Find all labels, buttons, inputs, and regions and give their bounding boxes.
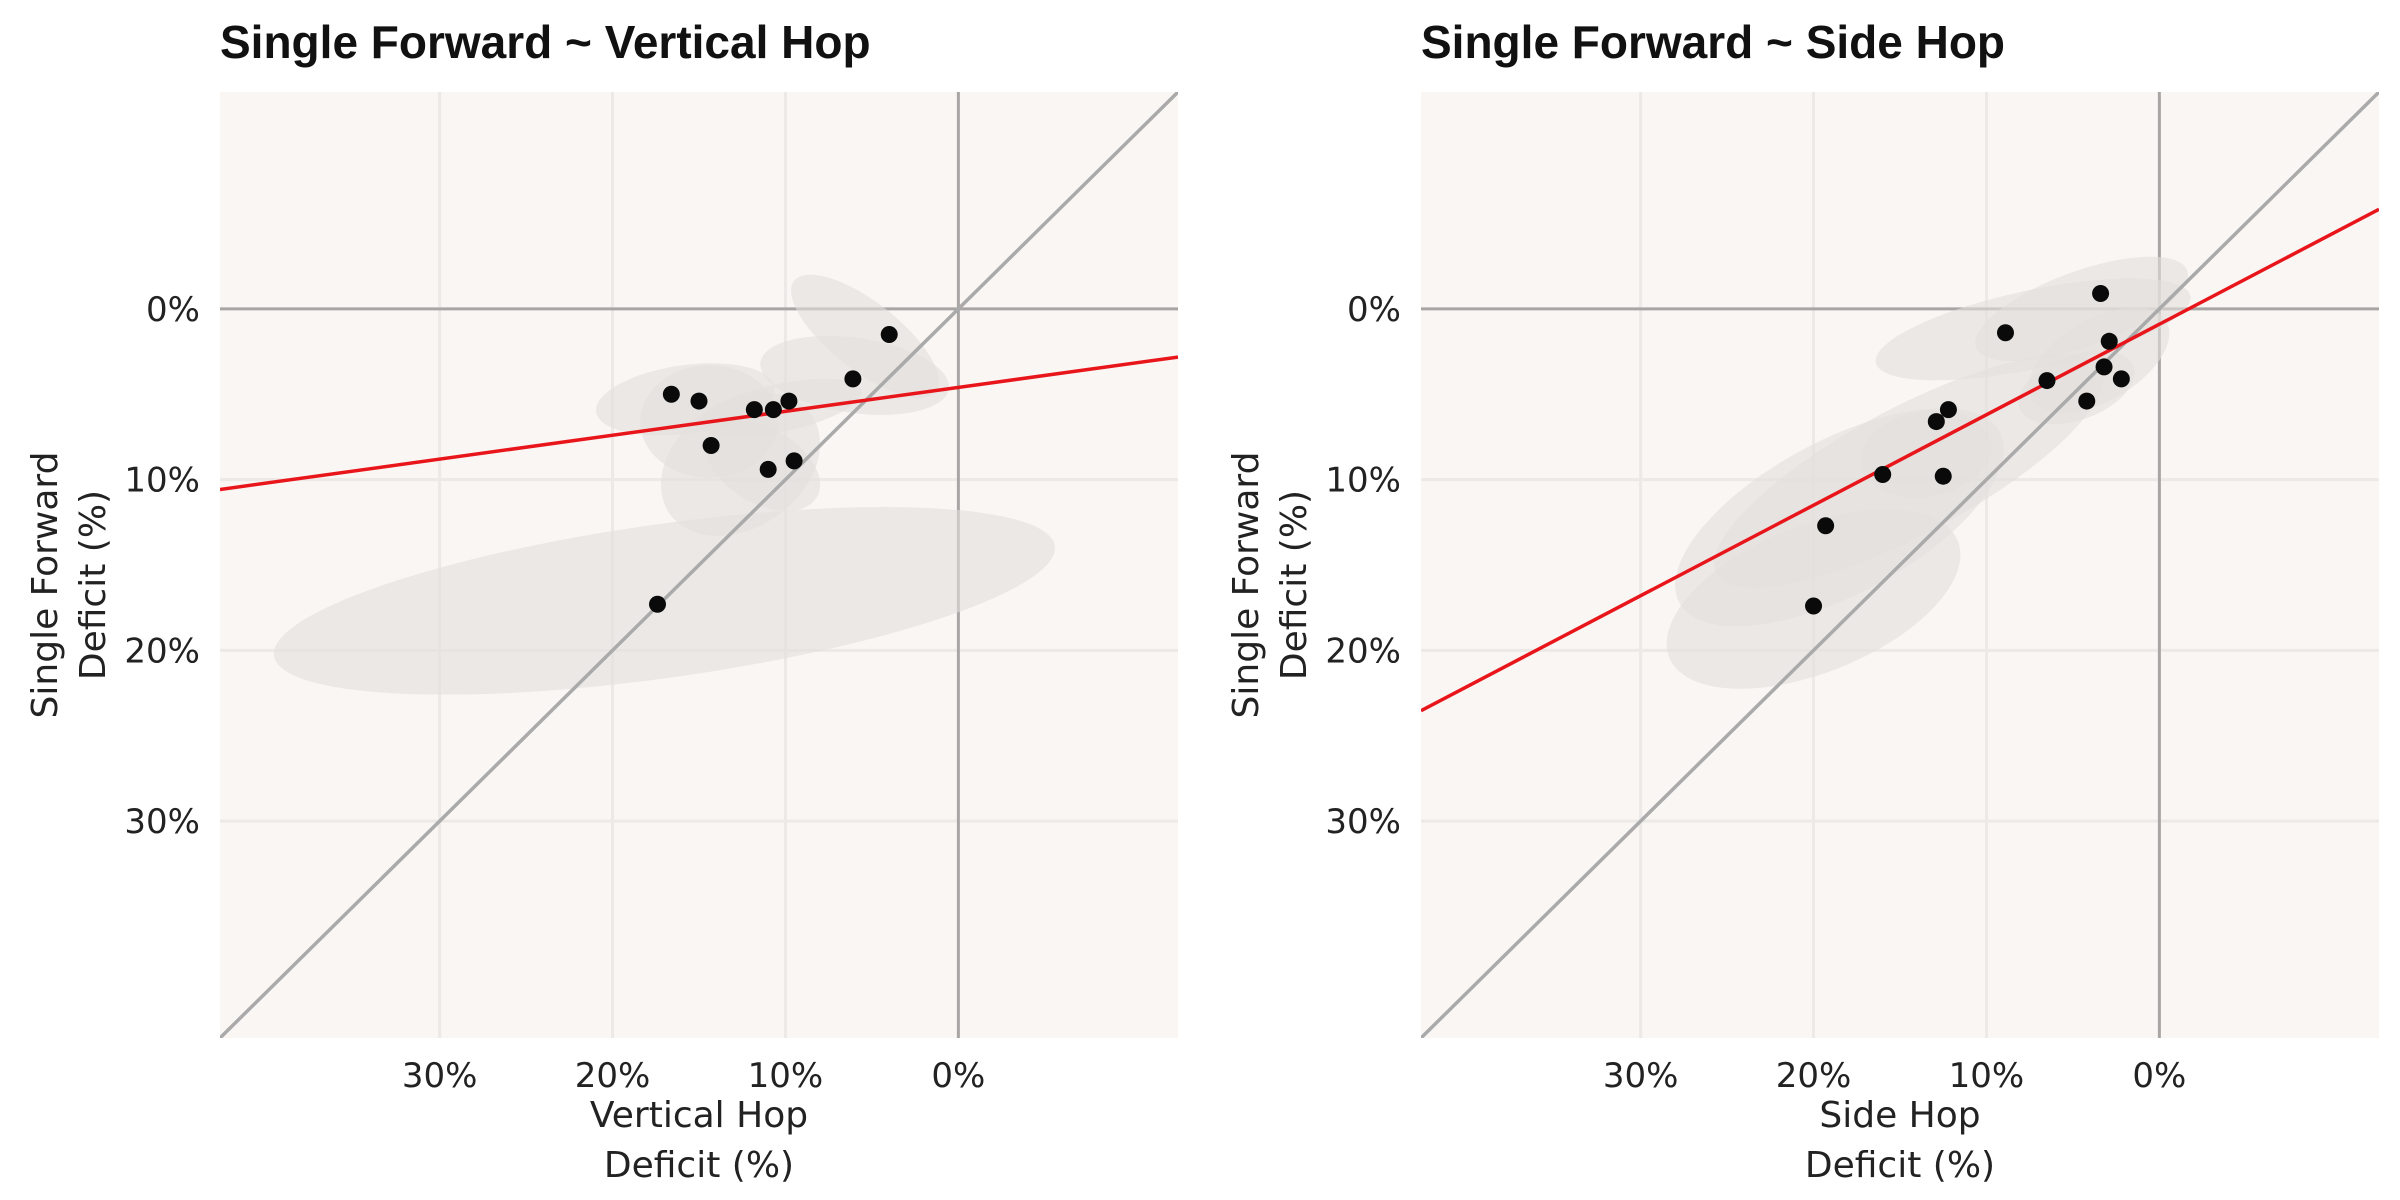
y-axis-label-line1: Single Forward — [1226, 452, 1267, 719]
y-tick-label: 10% — [124, 461, 200, 501]
data-point — [2100, 332, 2118, 350]
y-axis-label-line1: Single Forward — [25, 452, 66, 719]
data-point — [2092, 284, 2110, 302]
y-tick-label: 0% — [1347, 290, 1401, 330]
data-point — [702, 436, 720, 454]
x-tick-label: 10% — [748, 1056, 824, 1096]
data-point — [648, 595, 666, 613]
data-point — [2038, 372, 2056, 390]
data-point — [759, 460, 777, 478]
chart-panel-2: 30% 20% 10% 0% 0% 10% 20% 30% Single Forward ~ S… — [1226, 16, 2379, 1186]
data-point — [880, 325, 898, 343]
y-tick-label: 10% — [1325, 461, 1401, 501]
confidence-ellipse — [1875, 278, 2191, 381]
data-point — [1805, 597, 1823, 615]
chart-title: Single Forward ~ Vertical Hop — [220, 16, 871, 68]
chart-panel-1: 30% 20% 10% 0% 0% 10% 20% 30% Single Forward ~ V… — [25, 16, 1178, 1186]
y-axis-label-line2: Deficit (%) — [1274, 490, 1315, 680]
data-point — [745, 401, 763, 419]
y-tick-label: 0% — [146, 290, 200, 330]
data-point — [2112, 370, 2130, 388]
x-tick-label: 20% — [575, 1056, 651, 1096]
y-axis-label-line2: Deficit (%) — [73, 490, 114, 680]
regression-line — [1421, 207, 2379, 713]
data-point — [662, 385, 680, 403]
x-tick-label: 10% — [1949, 1056, 2025, 1096]
identity-line — [220, 92, 1178, 1038]
x-axis-label-line1: Vertical Hop — [590, 1095, 808, 1136]
x-tick-label: 30% — [1603, 1056, 1679, 1096]
data-point — [1817, 517, 1835, 535]
data-point — [764, 401, 782, 419]
data-point — [1996, 324, 2014, 342]
chart-title: Single Forward ~ Side Hop — [1421, 16, 2005, 68]
y-tick-label: 20% — [1325, 631, 1401, 671]
data-point — [2078, 392, 2096, 410]
x-axis-label-line2: Deficit (%) — [1805, 1145, 1995, 1186]
identity-line — [1421, 92, 2379, 1038]
plot-area — [1421, 92, 2379, 1038]
data-point — [690, 392, 708, 410]
data-point — [2095, 358, 2113, 376]
regression-line — [220, 355, 1178, 492]
data-point — [844, 370, 862, 388]
y-tick-label: 30% — [1325, 802, 1401, 842]
x-tick-label: 0% — [2132, 1056, 2186, 1096]
y-tick-label: 20% — [124, 631, 200, 671]
x-tick-label: 30% — [402, 1056, 478, 1096]
data-point — [780, 392, 798, 410]
data-point — [1939, 401, 1957, 419]
x-axis-label-line1: Side Hop — [1819, 1095, 1980, 1136]
x-tick-label: 0% — [931, 1056, 985, 1096]
x-tick-label: 20% — [1776, 1056, 1852, 1096]
x-axis-label-line2: Deficit (%) — [604, 1145, 794, 1186]
y-tick-label: 30% — [124, 802, 200, 842]
plot-area — [220, 92, 1178, 1038]
data-point — [1874, 465, 1892, 483]
data-point — [785, 452, 803, 470]
data-point — [1934, 467, 1952, 485]
data-point — [1927, 413, 1945, 431]
